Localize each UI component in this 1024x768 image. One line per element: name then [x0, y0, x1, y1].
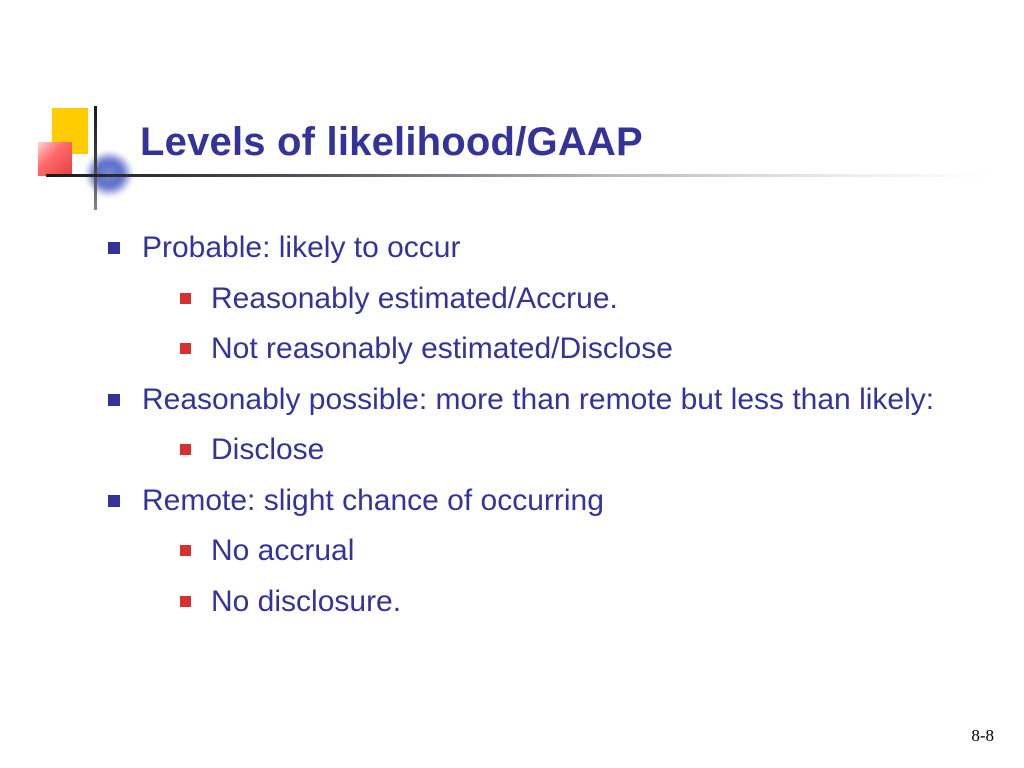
corner-decoration: [38, 108, 128, 198]
square-bullet-icon: [180, 596, 191, 607]
list-item-text: Probable: likely to occur: [142, 225, 964, 272]
red-square-icon: [38, 142, 72, 176]
horizontal-rule: [46, 174, 996, 177]
square-bullet-icon: [108, 242, 120, 254]
square-bullet-icon: [180, 444, 191, 455]
vertical-rule: [94, 106, 97, 210]
list-item: Probable: likely to occur: [108, 225, 964, 272]
list-subitem: Disclose: [180, 427, 964, 474]
list-subitem-text: No accrual: [211, 528, 964, 575]
list-subitem-text: No disclosure.: [211, 579, 964, 626]
slide-body: Probable: likely to occur Reasonably est…: [108, 225, 964, 629]
list-item: Remote: slight chance of occurring: [108, 478, 964, 525]
slide-title: Levels of likelihood/GAAP: [140, 120, 643, 165]
list-subitem: Not reasonably estimated/Disclose: [180, 326, 964, 373]
square-bullet-icon: [108, 394, 120, 406]
list-subitem: No accrual: [180, 528, 964, 575]
list-subitem-text: Disclose: [211, 427, 964, 474]
square-bullet-icon: [108, 495, 120, 507]
list-subitem: Reasonably estimated/Accrue.: [180, 276, 964, 323]
list-subitem-text: Not reasonably estimated/Disclose: [211, 326, 964, 373]
square-bullet-icon: [180, 545, 191, 556]
square-bullet-icon: [180, 293, 191, 304]
list-item: Reasonably possible: more than remote bu…: [108, 377, 964, 424]
page-number: 8-8: [971, 726, 994, 746]
slide: Levels of likelihood/GAAP Probable: like…: [0, 0, 1024, 768]
list-subitem-text: Reasonably estimated/Accrue.: [211, 276, 964, 323]
list-item-text: Remote: slight chance of occurring: [142, 478, 964, 525]
list-subitem: No disclosure.: [180, 579, 964, 626]
list-item-text: Reasonably possible: more than remote bu…: [142, 377, 964, 424]
square-bullet-icon: [180, 343, 191, 354]
